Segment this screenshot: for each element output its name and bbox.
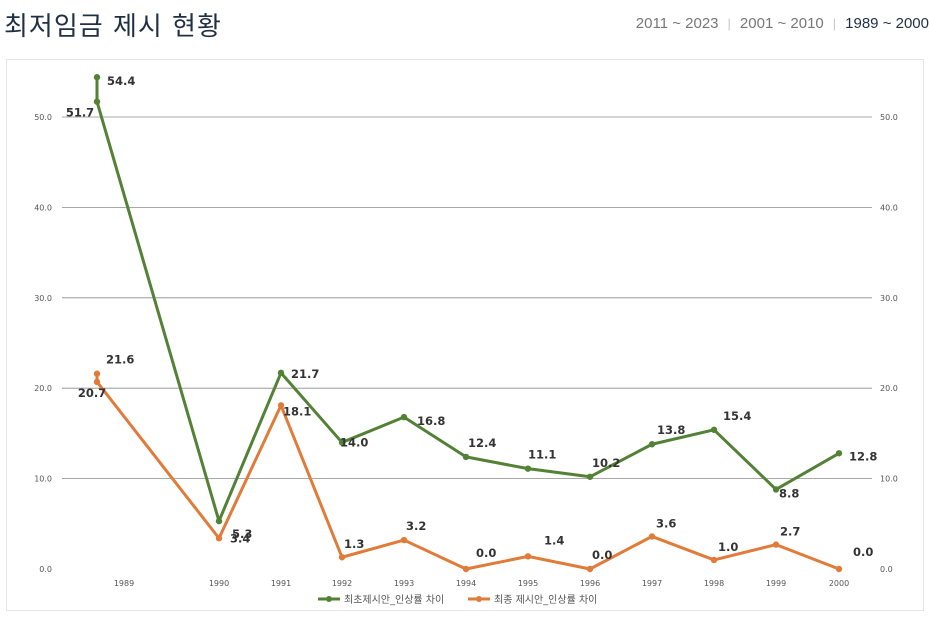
data-point (772, 486, 780, 493)
data-point (648, 533, 656, 540)
x-tick-label: 1996 (580, 579, 600, 588)
data-point (835, 450, 843, 457)
data-label: 15.4 (723, 409, 751, 423)
x-tick-label: 1989 (114, 579, 134, 588)
data-label: 21.7 (291, 367, 319, 381)
data-point (277, 369, 285, 377)
data-label: 11.1 (528, 448, 556, 462)
y-tick-label-left: 0.0 (39, 565, 52, 574)
data-label: 0.0 (476, 546, 496, 560)
data-point (215, 517, 223, 525)
data-label: 12.4 (468, 436, 496, 450)
data-point (648, 441, 656, 448)
series-lines (93, 74, 843, 573)
y-tick-label-right: 30.0 (880, 294, 898, 303)
y-tick-label-left: 10.0 (34, 475, 52, 484)
period-tab-2001-2010[interactable]: 2001 ~ 2010 (739, 15, 824, 32)
axis-ticks: 0.0 0.0 10.0 10.0 20.0 20.0 30.0 30.0 40.0 40.0 50… (34, 113, 898, 588)
chart-container (6, 59, 924, 611)
data-point (400, 413, 408, 421)
data-point (277, 402, 285, 409)
data-point (338, 439, 346, 446)
data-label: 3.6 (656, 516, 676, 530)
data-label: 12.8 (849, 449, 877, 463)
period-nav: 2011 ~ 2023 | 2001 ~ 2010 | 1989 ~ 2000 (636, 15, 929, 32)
x-tick-label: 1997 (642, 579, 662, 588)
x-tick-label: 1991 (271, 579, 291, 588)
y-tick-label-left: 30.0 (34, 294, 52, 303)
data-point (462, 453, 470, 461)
y-tick-label-left: 40.0 (34, 203, 52, 212)
data-labels: 54.4 5.3 21.7 14.0 16.8 12.4 11.1 10.2 13.8 15.4 8… (66, 74, 878, 562)
x-tick-label: 1995 (518, 579, 538, 588)
data-label: 18.1 (283, 404, 311, 418)
data-label: 13.8 (657, 423, 685, 437)
data-label: 8.8 (779, 486, 799, 500)
data-label: 0.0 (592, 548, 612, 562)
x-tick-label: 2000 (829, 579, 849, 588)
data-label: 54.4 (107, 74, 135, 88)
page-title: 최저임금 제시 현황 (4, 12, 222, 42)
data-point (835, 565, 843, 573)
y-tick-label-right: 40.0 (880, 203, 898, 212)
legend-item-2: 최종 제시안_인상률 차이 (468, 594, 597, 606)
data-point (215, 535, 223, 542)
data-point (462, 565, 470, 573)
data-label: 0.0 (853, 545, 873, 559)
data-label: 1.0 (718, 540, 738, 554)
y-tick-label-right: 0.0 (880, 565, 893, 574)
x-tick-label: 1992 (332, 579, 352, 588)
data-point (586, 565, 594, 573)
y-tick-label-left: 50.0 (34, 113, 52, 122)
data-label: 14.0 (340, 435, 368, 449)
data-label: 3.2 (406, 519, 426, 533)
data-point (524, 553, 532, 560)
data-point (93, 74, 101, 81)
legend-label: 최초제시안_인상률 차이 (344, 594, 444, 606)
x-tick-label: 1993 (394, 579, 414, 588)
y-tick-label-left: 20.0 (34, 384, 52, 393)
period-tab-2011-2023[interactable]: 2011 ~ 2023 (635, 15, 719, 32)
gridlines (62, 116, 872, 480)
data-label: 51.7 (66, 106, 94, 120)
x-tick-label: 1999 (766, 579, 786, 588)
x-tick-label: 1990 (209, 579, 229, 588)
y-tick-label-right: 20.0 (880, 384, 898, 393)
data-point (93, 370, 101, 377)
data-label: 10.2 (592, 456, 620, 470)
x-tick-label: 1994 (456, 579, 476, 588)
data-point (524, 465, 532, 472)
data-label: 5.3 (232, 527, 252, 541)
data-label: 2.7 (780, 525, 800, 539)
data-label: 1.4 (544, 533, 564, 547)
y-tick-label-right: 50.0 (880, 113, 898, 122)
data-point (338, 554, 346, 561)
data-label: 16.8 (417, 414, 445, 428)
data-point (93, 98, 101, 105)
legend-marker (476, 596, 482, 602)
legend: 최초제시안_인상률 차이 최종 제시안_인상률 차이 (318, 594, 597, 606)
data-point (772, 541, 780, 548)
period-divider: | (832, 16, 837, 31)
data-point (710, 556, 718, 564)
data-label: 21.6 (106, 353, 134, 367)
legend-marker (326, 596, 332, 602)
data-label: 3.4 (230, 531, 250, 545)
period-divider: | (727, 16, 731, 31)
data-point (93, 378, 101, 386)
data-point (586, 473, 594, 480)
legend-item-1: 최초제시안_인상률 차이 (318, 594, 444, 606)
period-tab-1989-2000[interactable]: 1989 ~ 2000 (845, 15, 929, 32)
data-point (710, 426, 718, 433)
data-label: 20.7 (78, 386, 106, 400)
data-label: 1.3 (344, 537, 364, 551)
legend-label: 최종 제시안_인상률 차이 (494, 594, 597, 606)
x-tick-label: 1998 (704, 579, 724, 588)
y-tick-label-right: 10.0 (880, 475, 898, 484)
data-point (400, 536, 408, 544)
